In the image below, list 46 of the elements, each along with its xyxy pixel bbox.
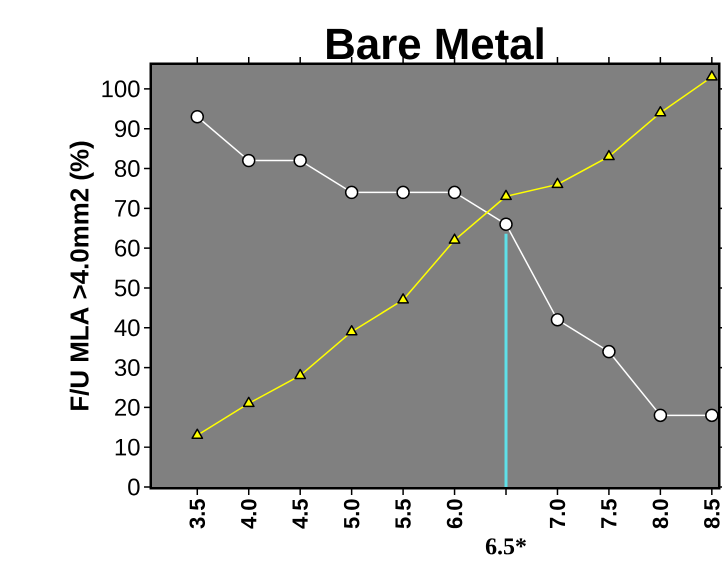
point [552, 178, 564, 188]
y-tick-label: 80 [114, 160, 140, 177]
point [500, 190, 512, 200]
point [550, 313, 564, 327]
y-tick-label: 30 [114, 359, 140, 376]
point [448, 186, 462, 200]
point [294, 368, 306, 380]
x-tick-label: 5.0 [344, 499, 360, 528]
point [293, 154, 307, 168]
x-tick-label: 8.0 [652, 499, 668, 528]
point [499, 218, 513, 231]
y-tick-label: 100 [102, 80, 140, 98]
x-tick-label: 3.5 [189, 499, 206, 528]
ref-line-label: 6.5* [486, 538, 526, 555]
y-tick-label: 20 [115, 398, 140, 416]
point [344, 186, 358, 200]
y-tick-label: 40 [114, 319, 140, 336]
y-tick-label: 0 [128, 478, 140, 496]
point [346, 325, 358, 336]
point [654, 408, 668, 422]
x-tick-label: 5.5 [395, 499, 411, 528]
y-tick-label: 90 [115, 120, 140, 138]
point [705, 408, 719, 422]
x-tick-label: 4.0 [240, 499, 256, 529]
point [397, 293, 410, 304]
chart-title: Bare Metal [327, 27, 543, 60]
x-tick-label: 8.5 [704, 499, 720, 528]
point [242, 154, 256, 168]
y-tick-label: 50 [114, 279, 140, 296]
y-tick-label: 60 [115, 240, 140, 257]
point [654, 106, 666, 117]
x-tick-label: 4.5 [292, 499, 308, 529]
point [190, 110, 204, 124]
y-tick-label: 70 [115, 200, 140, 217]
y-tick-label: 10 [116, 438, 140, 456]
x-tick-label: 6.0 [446, 499, 462, 528]
point [448, 233, 460, 244]
point [242, 396, 255, 408]
point [602, 150, 615, 160]
point [602, 344, 616, 358]
y-axis-title: F/U MLA >4.0mm2 (%) [70, 142, 94, 410]
x-tick-label: 7.0 [550, 499, 566, 528]
point [396, 186, 410, 200]
point [191, 428, 204, 439]
x-tick-label: 7.5 [601, 499, 617, 528]
point [706, 70, 718, 81]
